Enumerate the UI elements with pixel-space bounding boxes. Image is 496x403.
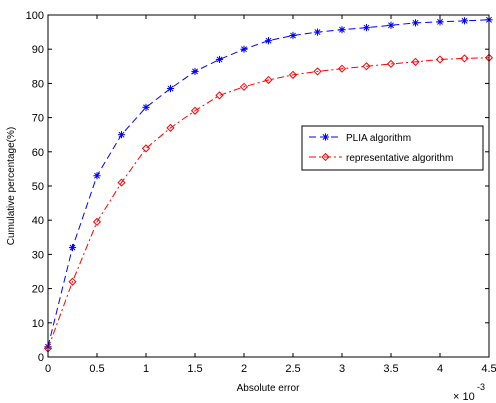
data-point [288,70,298,79]
data-point [215,55,224,64]
data-point [68,243,77,252]
data-point [142,103,150,111]
data-point [240,45,248,53]
data-point [338,26,346,34]
data-point [387,21,395,29]
data-point [166,123,175,132]
data-point [93,172,101,180]
marker-stroke [437,18,443,25]
marker-stroke [192,68,198,75]
marker-stroke [143,104,149,111]
legend-box [301,125,484,171]
data-point [435,55,445,64]
y-tick-label: 60 [32,147,44,159]
marker-stroke [265,37,272,44]
data-point [436,18,444,26]
y-tick-label: 70 [32,113,44,125]
y-axis-label: Cumulative percentage(%) [6,127,17,245]
series-line [47,57,490,349]
y-tick-label: 40 [32,215,44,227]
data-point [117,131,126,139]
plot-frame [47,14,490,358]
marker-stroke [167,85,174,92]
data-point [92,217,102,227]
data-point [141,144,151,153]
y-tick-label: 90 [32,44,44,56]
data-point [215,91,224,100]
y-tick-label: 100 [26,10,44,22]
data-point [191,67,199,76]
data-point [337,64,347,73]
x-tick-label: 3.5 [383,363,398,375]
x-tick-label: 4 [437,363,443,375]
data-point [264,37,273,45]
y-tick-label: 80 [32,78,44,90]
data-point [362,24,371,32]
data-point [190,106,200,115]
data-point [411,57,420,66]
x-exponent-power: -3 [477,382,485,392]
legend-marker [321,152,330,162]
data-point [68,277,77,286]
marker-stroke [94,172,100,179]
y-tick-label: 20 [32,284,44,296]
y-tick-label: 30 [32,249,44,261]
x-tick-label: 3 [339,363,345,375]
data-point [362,62,371,71]
legend-items: PLIA algorithm representative algorithm [309,133,453,164]
x-tick-label: 2 [241,363,247,375]
x-tick-label: 1 [143,363,149,375]
data-point [313,28,322,36]
data-point [386,59,396,69]
series-2 [43,53,494,353]
marker-stroke [69,244,76,251]
marker-stroke [388,22,394,29]
data-point [313,67,322,76]
data-point [460,54,469,63]
data-point [264,75,273,85]
legend-entry: representative algorithm [309,152,453,164]
data-point [239,82,249,91]
data-point [117,178,126,187]
marker-stroke [216,56,223,63]
y-tick-label: 50 [32,181,44,193]
data-point [289,31,297,40]
legend-label: PLIA algorithm [346,133,411,144]
x-tick-label: 0.5 [89,363,104,375]
marker-stroke [412,19,419,26]
y-tick-label: 10 [32,318,44,330]
data-point [166,84,175,93]
x-exponent-label: × 10 [453,391,475,403]
x-tick-label: 4.5 [481,363,496,375]
plot-area [48,15,489,357]
legend-entry: PLIA algorithm [309,133,411,144]
legend-label: representative algorithm [346,153,453,164]
legend: PLIA algorithm representative algorithm [301,125,484,171]
x-tick-label: 0 [45,363,51,375]
x-axis-label: Absolute error [237,383,300,394]
y-tick-label: 0 [38,352,44,364]
axis-layer: 0 0.5 1 1.5 2 2.5 3 3.5 4 4.5 0 10 20 30 40 50 60 70 80 90 1… [26,10,496,375]
marker-stroke [290,32,296,39]
marker-stroke [241,46,247,53]
legend-marker [321,133,330,141]
marker-stroke [322,134,329,140]
marker-stroke [339,26,345,33]
marker-stroke [363,24,370,31]
data-point [460,17,469,25]
marker-stroke [461,17,468,24]
x-tick-label: 2.5 [285,363,300,375]
marker-stroke [118,131,125,138]
x-tick-label: 1.5 [187,363,202,375]
data-point [411,19,420,27]
marker-stroke [314,29,321,36]
